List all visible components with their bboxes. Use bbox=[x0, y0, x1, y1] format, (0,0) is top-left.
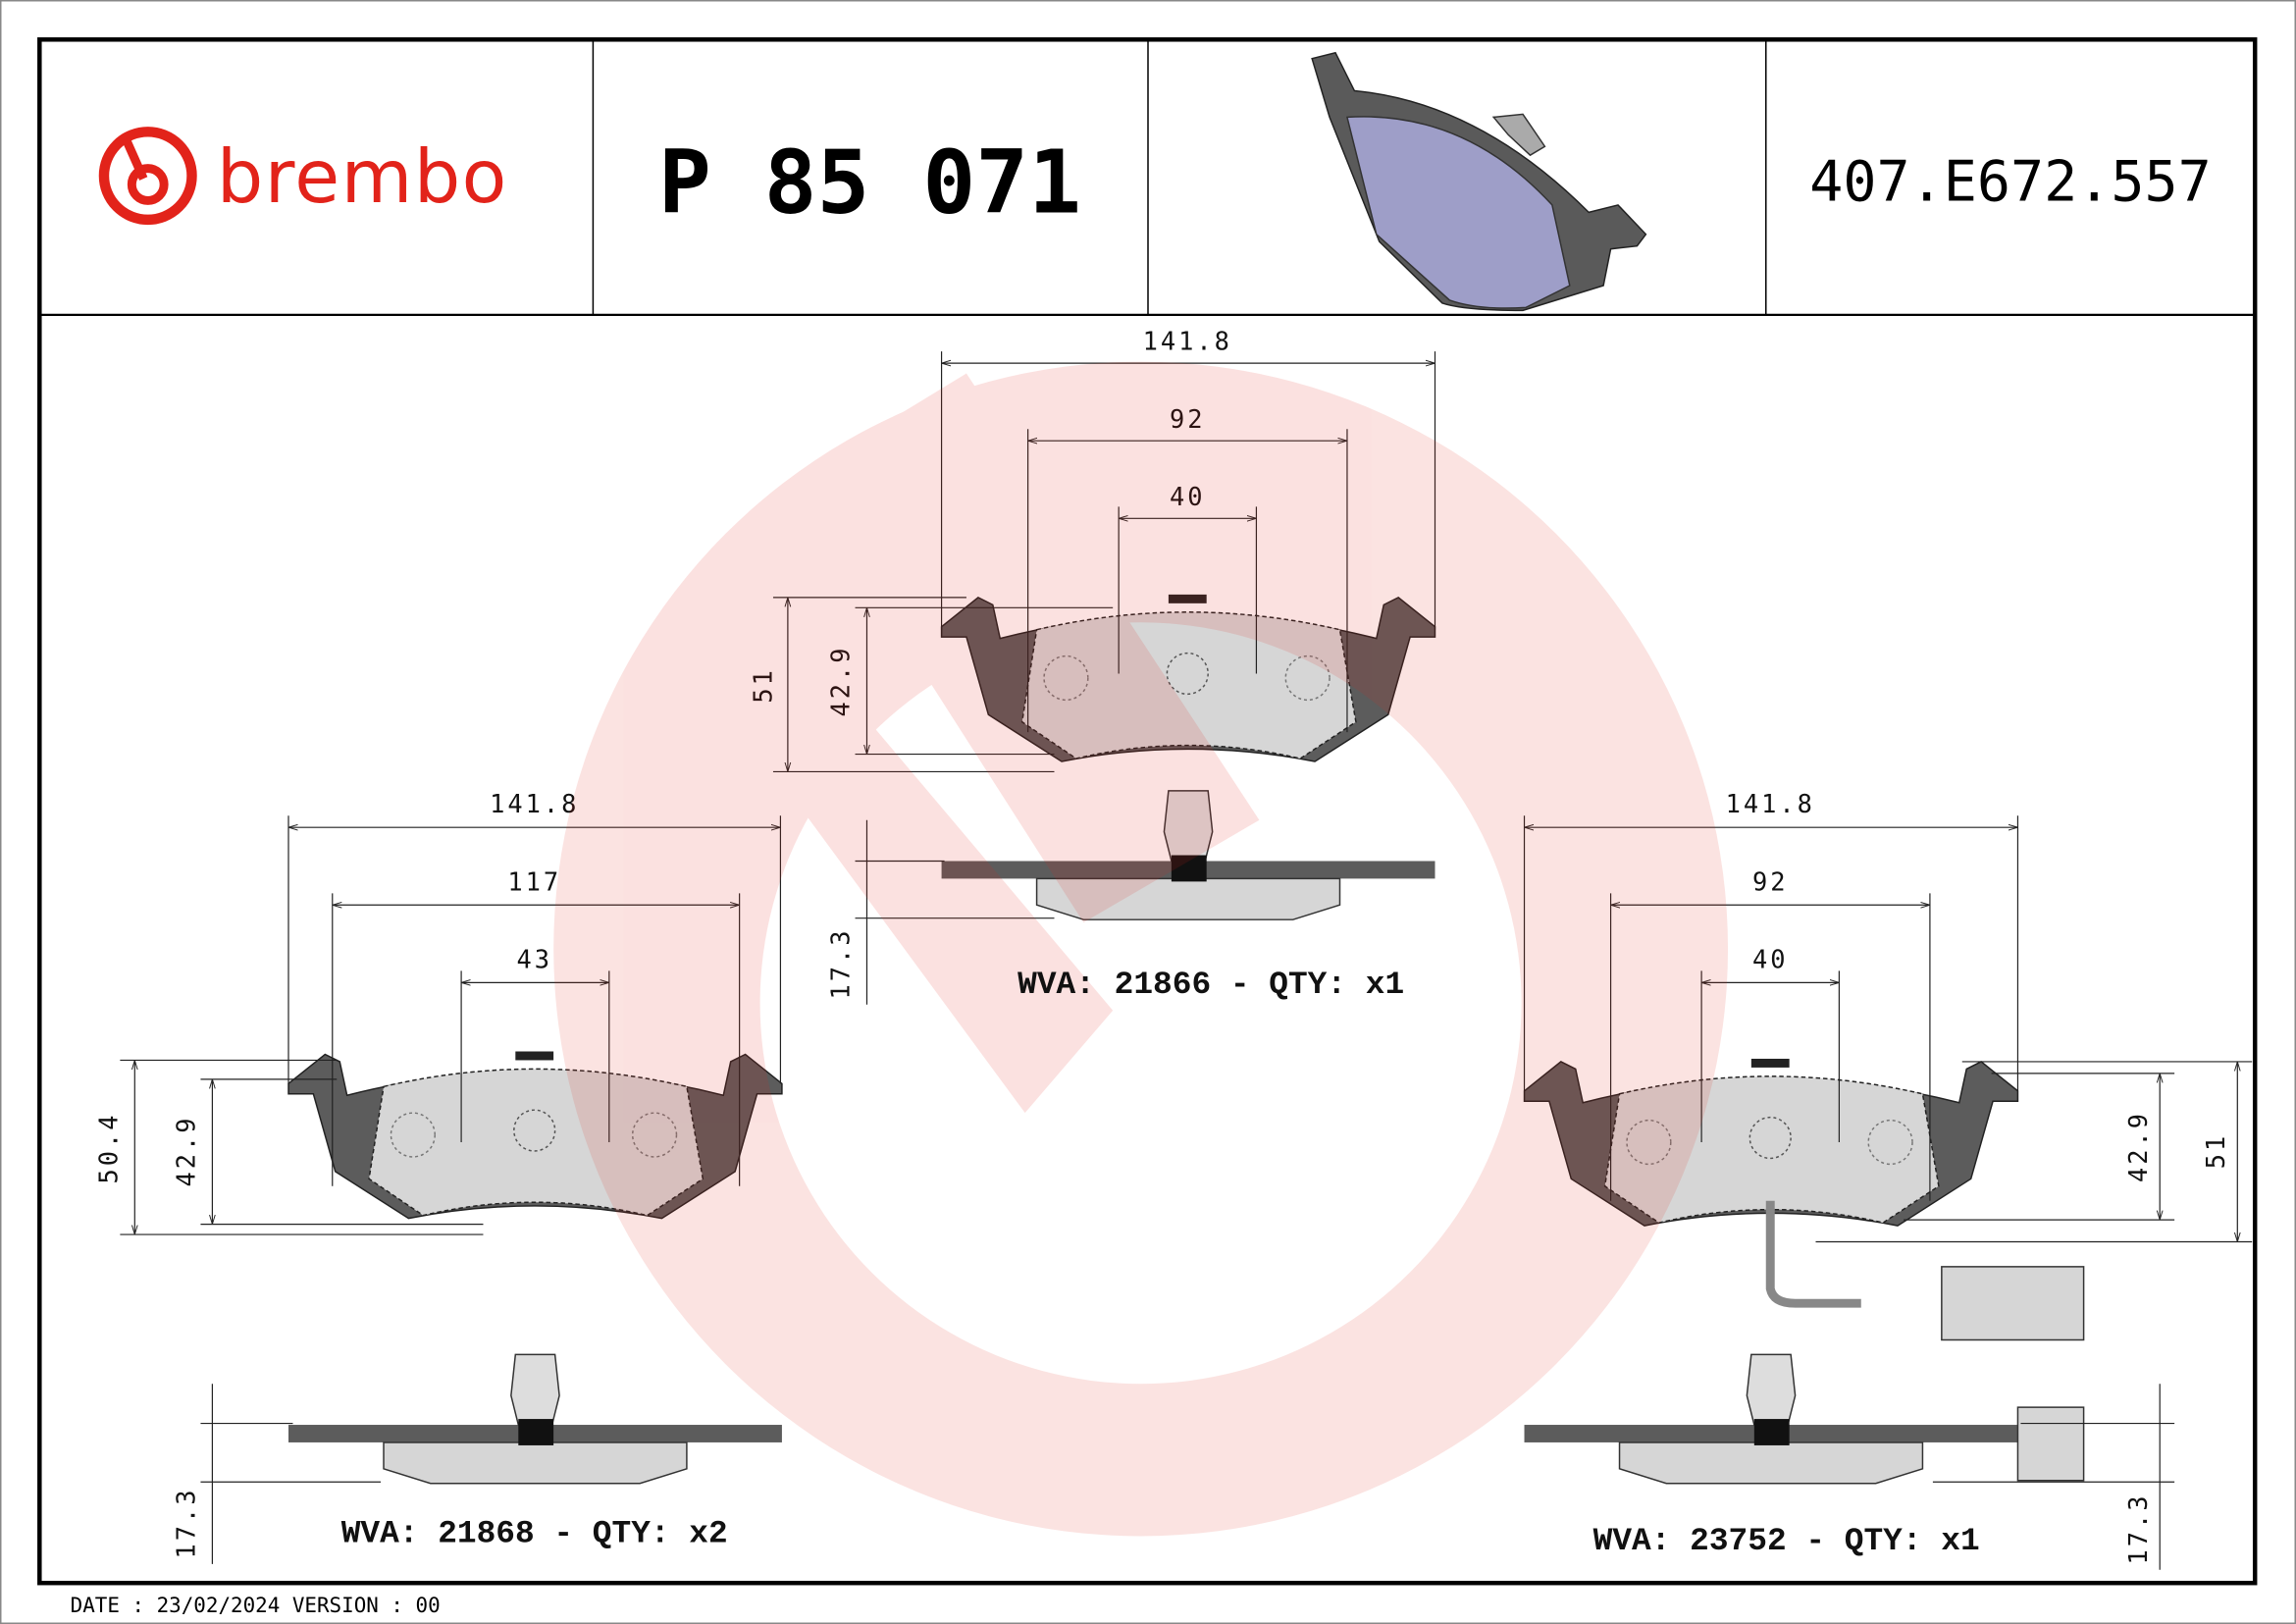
hole bbox=[631, 1112, 678, 1158]
wear-sensor-connector-side bbox=[2016, 1406, 2085, 1482]
wear-sensor-wire bbox=[1765, 1200, 1861, 1308]
footer-date-version: DATE : 23/02/2024 VERSION : 00 bbox=[71, 1594, 441, 1617]
clip-tab-side bbox=[518, 1419, 554, 1445]
clip-tab-side bbox=[1753, 1419, 1790, 1445]
wva-label-left: WVA: 21868 - QTY: x2 bbox=[341, 1515, 728, 1551]
pad-render-image bbox=[1311, 51, 1647, 312]
reference-number: 407.E672.557 bbox=[1809, 149, 2212, 214]
dim-center: 40 bbox=[1752, 944, 1789, 973]
friction-side bbox=[1618, 1441, 1924, 1485]
clip-tab-side bbox=[1171, 855, 1207, 882]
dim-inner: 92 bbox=[1752, 866, 1789, 896]
brembo-watermark bbox=[553, 361, 1729, 1537]
dim-width: 141.8 bbox=[1726, 789, 1815, 818]
dim-height: 50.4 bbox=[93, 1112, 123, 1183]
pad-side-view bbox=[287, 1353, 782, 1485]
dim-inner: 92 bbox=[1170, 404, 1206, 434]
hole bbox=[1043, 655, 1089, 702]
dim-width: 141.8 bbox=[1143, 327, 1232, 356]
center-hole bbox=[1748, 1116, 1792, 1160]
clip-tab bbox=[515, 1051, 554, 1061]
dim-center: 43 bbox=[516, 944, 552, 973]
dim-inner: 117 bbox=[507, 866, 561, 896]
pad-side-view bbox=[941, 790, 1435, 920]
dim-thickness: 17.3 bbox=[2123, 1493, 2153, 1564]
dim-friction-height: 42.9 bbox=[171, 1115, 200, 1186]
wva-label-top: WVA: 21866 - QTY: x1 bbox=[1018, 967, 1404, 1003]
friction-material bbox=[368, 1068, 704, 1217]
friction-side bbox=[383, 1441, 688, 1485]
pad-side-view bbox=[1524, 1353, 2085, 1485]
clip-tab bbox=[1750, 1058, 1790, 1068]
dim-friction-height: 42.9 bbox=[826, 645, 856, 716]
sheet-frame bbox=[37, 37, 2258, 1586]
part-number: P 85 071 bbox=[658, 131, 1081, 234]
clip-side bbox=[1746, 1353, 1797, 1426]
hole bbox=[1867, 1119, 1913, 1166]
hole bbox=[390, 1112, 436, 1158]
dim-thickness: 17.3 bbox=[171, 1488, 200, 1559]
hole bbox=[1284, 655, 1331, 702]
brembo-logo: brembo bbox=[98, 127, 508, 226]
dim-width: 141.8 bbox=[490, 789, 579, 818]
friction-side bbox=[1035, 877, 1341, 920]
center-hole bbox=[513, 1109, 556, 1152]
clip-side bbox=[510, 1353, 560, 1426]
pad-front-view bbox=[287, 1051, 783, 1220]
clip-tab bbox=[1168, 594, 1207, 603]
brand-name: brembo bbox=[217, 134, 508, 220]
pad-front-view bbox=[1523, 1058, 2085, 1341]
pad-front-view bbox=[940, 594, 1436, 762]
wva-label-right: WVA: 23752 - QTY: x1 bbox=[1593, 1523, 1980, 1559]
friction-material bbox=[1020, 611, 1357, 760]
dim-friction-height: 42.9 bbox=[2123, 1111, 2153, 1182]
dim-thickness: 17.3 bbox=[826, 927, 856, 999]
wear-sensor-connector bbox=[1941, 1266, 2085, 1341]
dim-center: 40 bbox=[1170, 482, 1206, 511]
dim-height: 51 bbox=[748, 667, 777, 704]
dim-height: 51 bbox=[2201, 1133, 2230, 1170]
hole bbox=[1626, 1119, 1672, 1166]
center-hole bbox=[1166, 652, 1209, 696]
friction-material bbox=[1603, 1075, 1940, 1224]
